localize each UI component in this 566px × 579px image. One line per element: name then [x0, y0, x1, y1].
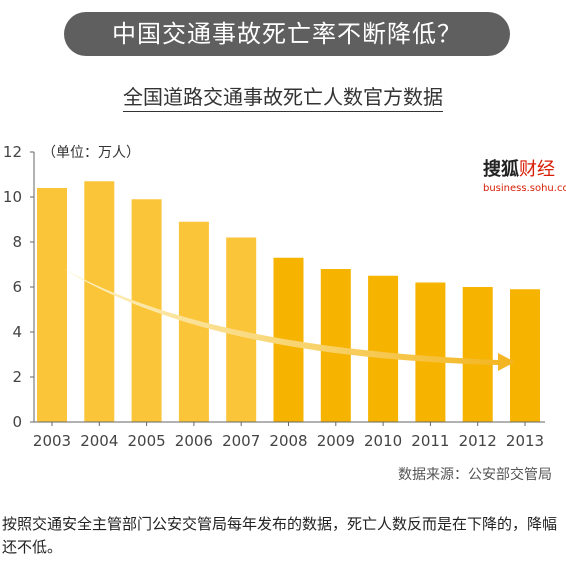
y-tick-label: 10 [3, 188, 22, 206]
chart-title: 中国交通事故死亡率不断降低？ [64, 12, 510, 56]
x-tick-label: 2011 [411, 432, 449, 450]
x-tick-label: 2005 [128, 432, 166, 450]
chart-subtitle: 全国道路交通事故死亡人数官方数据 [0, 84, 566, 112]
y-ticks-group: 0 2 4 6 8 10 12 [3, 143, 34, 431]
source-note: 数据来源：公安部交管局 [398, 467, 552, 483]
x-tick-label: 2007 [222, 432, 260, 450]
x-tick-label: 2006 [175, 432, 213, 450]
bars-group [37, 181, 540, 422]
bar-2012 [462, 287, 493, 422]
logo-text: 搜狐财经 [483, 155, 566, 181]
bar-2004 [84, 181, 115, 422]
bar-2013 [510, 289, 540, 422]
unit-label: （单位：万人） [42, 145, 140, 161]
trend-arrow-group [62, 268, 515, 371]
x-tick-label: 2010 [364, 432, 402, 450]
y-tick-label: 0 [12, 413, 22, 431]
trend-arrow [62, 268, 515, 371]
chart-subtitle-text: 全国道路交通事故死亡人数官方数据 [123, 85, 443, 112]
y-tick-label: 8 [12, 233, 22, 251]
y-tick-label: 4 [12, 323, 22, 341]
x-tick-label: 2012 [459, 432, 497, 450]
logo-url: business.sohu.com [483, 183, 566, 194]
logo-main-text: 搜狐 [483, 159, 519, 180]
x-tick-label: 2003 [33, 432, 71, 450]
x-ticks-group: 2003 2004 2005 2006 2007 2008 2009 2010 2011 2012… [33, 422, 544, 450]
logo-accent-text: 财经 [519, 159, 555, 180]
caption-text: 按照交通安全主管部门公安交管局每年发布的数据，死亡人数反而是在下降的，降幅还不低… [2, 515, 558, 556]
y-tick-label: 2 [12, 368, 22, 386]
bar-2003 [37, 188, 67, 422]
x-tick-label: 2009 [317, 432, 355, 450]
x-tick-label: 2004 [80, 432, 118, 450]
x-tick-label: 2008 [269, 432, 307, 450]
bar-2011 [415, 282, 446, 422]
y-tick-label: 6 [12, 278, 22, 296]
x-tick-label: 2013 [506, 432, 544, 450]
sohu-logo: 搜狐财经 business.sohu.com [483, 155, 566, 194]
bar-2010 [368, 275, 399, 422]
y-tick-label: 12 [3, 143, 22, 161]
